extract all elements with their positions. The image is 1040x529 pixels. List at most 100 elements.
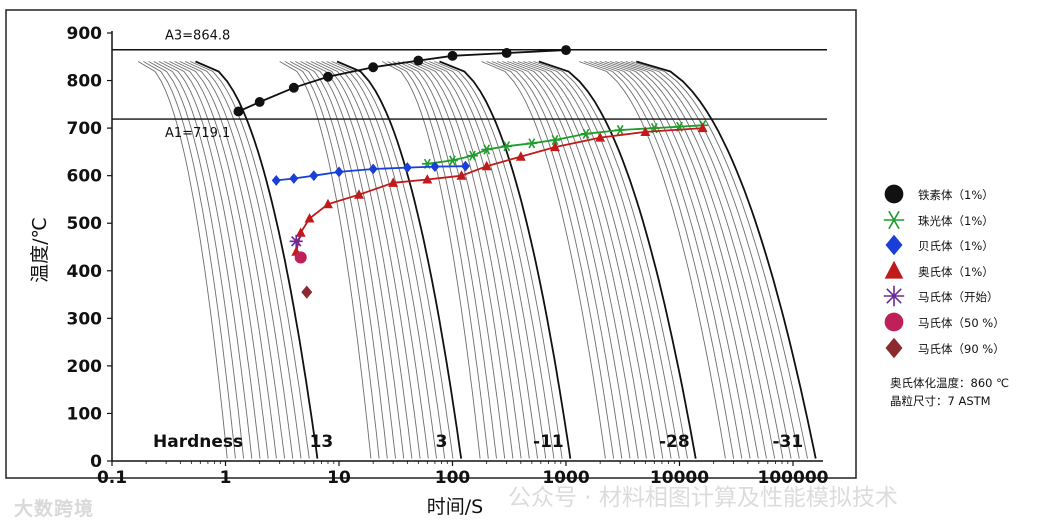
- cooling-curve: [331, 61, 454, 459]
- cooling-curve: [496, 61, 631, 459]
- cooling-curve: [284, 61, 380, 459]
- x-tick-label: 0.1: [97, 468, 127, 488]
- cooling-curve: [310, 61, 421, 459]
- cooling-curve: [295, 61, 396, 459]
- series-line: [238, 49, 567, 113]
- data-point: [289, 173, 299, 184]
- series: [294, 251, 307, 264]
- cooling-curves: [137, 60, 817, 459]
- transformation-series: [233, 45, 709, 299]
- y-tick-label: 400: [67, 262, 103, 282]
- cooling-curve: [179, 61, 294, 459]
- cooling-curve: [305, 61, 413, 459]
- cooling-curve: [428, 61, 555, 459]
- legend-marker: [883, 286, 905, 307]
- x-tick-label: 10000: [650, 468, 709, 488]
- cooling-curve: [423, 61, 547, 459]
- data-point: [402, 162, 412, 173]
- data-point: [289, 234, 303, 248]
- cooling-curve: [381, 61, 481, 459]
- data-point: [595, 132, 606, 142]
- cooling-curve: [578, 61, 726, 459]
- legend-label: 马氏体（90 %）: [918, 341, 1005, 356]
- data-point: [526, 138, 538, 149]
- data-point: [885, 234, 903, 256]
- hardness-row: Hardness 13 3 -11 -28 -31: [153, 432, 803, 452]
- data-point: [368, 62, 379, 73]
- cooling-curve: [512, 61, 656, 459]
- cooling-curve: [279, 61, 372, 459]
- cooling-curve: [169, 61, 277, 459]
- data-point: [323, 71, 333, 82]
- x-tick-label: 100000: [758, 468, 829, 488]
- legend-marker: [884, 260, 904, 279]
- legend-label: 马氏体（开始）: [918, 290, 999, 305]
- legend-label: 铁素体（1%）: [918, 188, 994, 202]
- legend-item: 奥氏体（1%）: [876, 259, 1040, 285]
- hardness-value: 3: [436, 432, 448, 452]
- cooling-curve: [434, 61, 563, 459]
- y-tick-label: 600: [67, 167, 103, 187]
- grain-size-note: 晶粒尺寸：7 ASTM: [890, 394, 991, 408]
- x-tick-label: 100: [435, 468, 471, 488]
- legend-item: 贝氏体（1%）: [876, 233, 1040, 259]
- x-tick-label: 1000: [542, 468, 589, 488]
- axis-labels: 时间/S 温度/℃: [29, 217, 483, 518]
- y-tick-label: 800: [67, 72, 103, 92]
- data-point: [413, 55, 424, 66]
- data-point: [884, 312, 904, 332]
- cooling-curve: [174, 61, 286, 459]
- cooling-curve: [163, 61, 269, 459]
- data-point: [271, 175, 281, 186]
- cooling-curve: [486, 61, 615, 459]
- cooling-curve: [533, 61, 688, 459]
- watermark-left: 大数跨境: [14, 498, 95, 520]
- data-point: [640, 126, 651, 136]
- cooling-curve: [502, 61, 639, 459]
- data-point: [309, 170, 319, 182]
- data-point: [884, 260, 904, 279]
- legend-marker: [885, 234, 903, 256]
- y-tick-label: 100: [67, 404, 103, 424]
- legend-label: 贝氏体（1%）: [918, 239, 994, 254]
- hardness-label: Hardness: [153, 432, 243, 452]
- legend-item: 珠光体（1%）: [876, 208, 1040, 234]
- data-point: [467, 150, 478, 161]
- data-point: [430, 161, 440, 173]
- legend-item: 铁素体（1%）: [876, 182, 1040, 208]
- cooling-curve: [397, 61, 506, 459]
- reference-label-a3: A3=864.8: [165, 29, 230, 44]
- cooling-curve: [387, 61, 489, 459]
- data-point: [697, 122, 708, 133]
- cooling-curve: [507, 61, 647, 459]
- series: [291, 122, 708, 256]
- series: [271, 160, 470, 186]
- data-point: [885, 337, 903, 358]
- series: [289, 234, 303, 248]
- y-tick-label: 500: [67, 214, 103, 234]
- series: [233, 45, 571, 117]
- data-point: [561, 45, 571, 56]
- cooling-curve: [594, 61, 751, 459]
- cooling-curve: [195, 60, 319, 459]
- data-point: [549, 134, 561, 146]
- legend-label: 奥氏体（1%）: [918, 264, 994, 279]
- cooling-curve: [190, 61, 310, 459]
- cooling-curve: [326, 61, 446, 459]
- legend-label: 珠光体（1%）: [918, 213, 994, 228]
- data-point: [447, 50, 458, 61]
- series: [301, 285, 313, 299]
- data-point: [481, 160, 492, 171]
- legend-item: 马氏体（50 %）: [876, 310, 1040, 336]
- cooling-curve: [491, 61, 623, 459]
- cooling-curve: [630, 61, 808, 459]
- data-point: [288, 82, 299, 93]
- data-point: [334, 166, 344, 178]
- data-point: [501, 48, 512, 58]
- data-point: [883, 286, 905, 307]
- data-point: [301, 285, 313, 299]
- cooling-curve: [523, 61, 672, 459]
- cooling-curve: [517, 61, 664, 459]
- series-line: [295, 127, 703, 253]
- reference-lines: A3=864.8 A1=719.1: [112, 29, 827, 141]
